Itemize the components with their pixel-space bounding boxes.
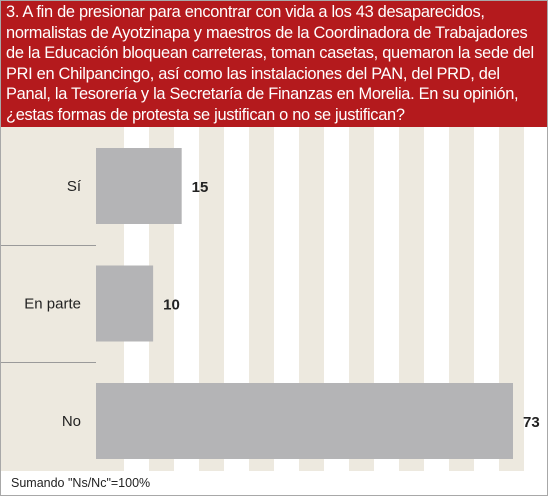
question-header: 3. A fin de presionar para encontrar con…: [1, 1, 547, 127]
grid-stripe-8: [524, 127, 547, 471]
value-label-2: 73: [523, 414, 540, 431]
value-label-1: 10: [163, 297, 180, 314]
value-label-0: 15: [192, 179, 209, 196]
bar-0: [96, 148, 182, 224]
chart-area: Sí 15 En parte 10 No 73: [1, 127, 547, 471]
bar-2: [96, 383, 513, 459]
category-label-0: Sí: [67, 178, 82, 195]
footer-note: Sumando "Ns/Nc"=100%: [11, 476, 151, 490]
category-label-2: No: [62, 413, 81, 430]
category-label-1: En parte: [24, 296, 81, 313]
bar-1: [96, 265, 154, 342]
bar-chart: Sí 15 En parte 10 No 73: [1, 127, 547, 471]
question-text: 3. A fin de presionar para encontrar con…: [6, 3, 534, 124]
